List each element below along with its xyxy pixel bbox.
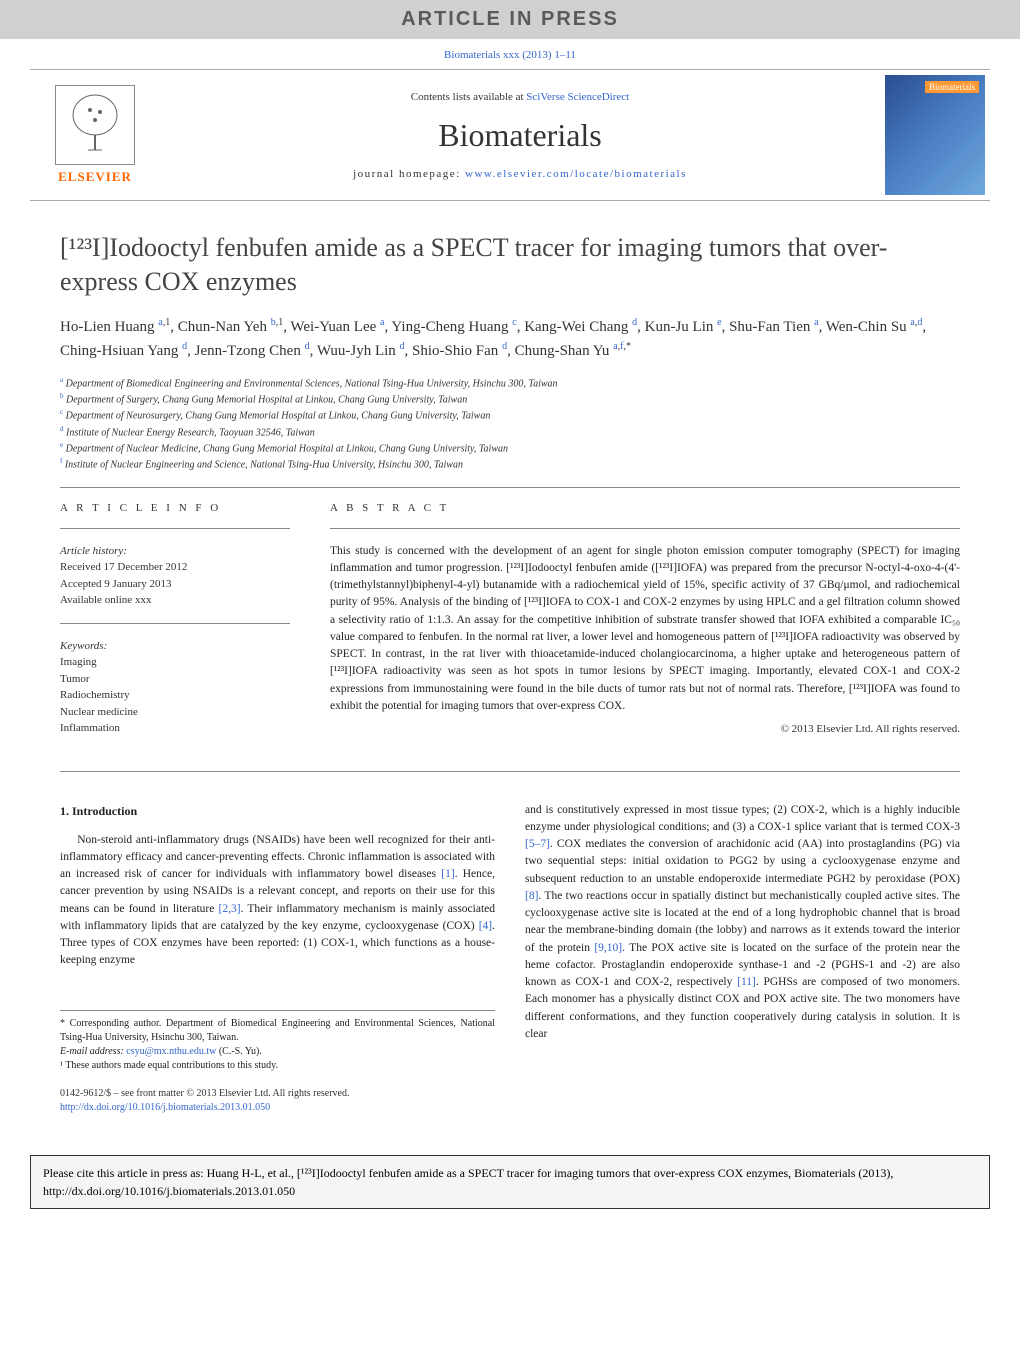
homepage-prefix: journal homepage:	[353, 168, 465, 180]
contents-available: Contents lists available at SciVerse Sci…	[411, 91, 629, 103]
header-center: Contents lists available at SciVerse Sci…	[160, 70, 880, 200]
doi-link[interactable]: http://dx.doi.org/10.1016/j.biomaterials…	[60, 1101, 495, 1115]
corresponding-author-note: * Corresponding author. Department of Bi…	[60, 1017, 495, 1045]
affiliation: e Department of Nuclear Medicine, Chang …	[60, 440, 960, 456]
section-divider	[60, 771, 960, 772]
section-divider	[60, 487, 960, 488]
journal-cover-thumbnail[interactable]: Biomaterials	[885, 75, 985, 195]
cover-label: Biomaterials	[925, 81, 979, 93]
citation-box: Please cite this article in press as: Hu…	[30, 1155, 990, 1209]
info-divider	[60, 528, 290, 529]
keyword: Nuclear medicine	[60, 704, 290, 721]
main-text-columns: 1. Introduction Non-steroid anti-inflamm…	[60, 802, 960, 1115]
email-label: E-mail address:	[60, 1046, 126, 1057]
article-body: [¹²³I]Iodooctyl fenbufen amide as a SPEC…	[0, 201, 1020, 1135]
front-matter-text: 0142-9612/$ – see front matter © 2013 El…	[60, 1087, 495, 1101]
main-column-right: and is constitutively expressed in most …	[525, 802, 960, 1115]
elsevier-tree-icon	[55, 85, 135, 165]
pagination-link[interactable]: Biomaterials xxx (2013) 1–11	[0, 39, 1020, 69]
journal-homepage: journal homepage: www.elsevier.com/locat…	[353, 168, 687, 180]
online-date: Available online xxx	[60, 592, 290, 609]
info-divider	[60, 623, 290, 624]
keywords-label: Keywords:	[60, 638, 290, 655]
article-in-press-banner: ARTICLE IN PRESS	[0, 0, 1020, 39]
abstract-text: This study is concerned with the develop…	[330, 543, 960, 716]
abstract-copyright: © 2013 Elsevier Ltd. All rights reserved…	[330, 723, 960, 735]
keyword: Radiochemistry	[60, 687, 290, 704]
elsevier-text: ELSEVIER	[58, 169, 132, 185]
article-info-column: A R T I C L E I N F O Article history: R…	[60, 502, 290, 751]
introduction-heading: 1. Introduction	[60, 802, 495, 820]
abstract-column: A B S T R A C T This study is concerned …	[330, 502, 960, 751]
history-label: Article history:	[60, 543, 290, 560]
keyword: Inflammation	[60, 720, 290, 737]
affiliation: b Department of Surgery, Chang Gung Memo…	[60, 391, 960, 407]
keywords-list: Imaging Tumor Radiochemistry Nuclear med…	[60, 654, 290, 737]
elsevier-logo[interactable]: ELSEVIER	[30, 70, 160, 200]
email-link[interactable]: csyu@mx.nthu.edu.tw	[126, 1046, 216, 1057]
equal-contribution-note: ¹ These authors made equal contributions…	[60, 1059, 495, 1073]
keyword: Tumor	[60, 671, 290, 688]
abstract-heading: A B S T R A C T	[330, 502, 960, 514]
affiliation: d Institute of Nuclear Energy Research, …	[60, 424, 960, 440]
journal-header: ELSEVIER Contents lists available at Sci…	[30, 69, 990, 201]
accepted-date: Accepted 9 January 2013	[60, 576, 290, 593]
received-date: Received 17 December 2012	[60, 559, 290, 576]
info-abstract-row: A R T I C L E I N F O Article history: R…	[60, 502, 960, 751]
journal-title: Biomaterials	[438, 117, 602, 154]
footnotes: * Corresponding author. Department of Bi…	[60, 1010, 495, 1115]
email-line: E-mail address: csyu@mx.nthu.edu.tw (C.-…	[60, 1045, 495, 1059]
contents-prefix: Contents lists available at	[411, 91, 526, 103]
affiliation: f Institute of Nuclear Engineering and S…	[60, 456, 960, 472]
sciencedirect-link[interactable]: SciVerse ScienceDirect	[526, 91, 629, 103]
affiliation: a Department of Biomedical Engineering a…	[60, 375, 960, 391]
intro-paragraph: Non-steroid anti-inflammatory drugs (NSA…	[60, 832, 495, 970]
affiliation: c Department of Neurosurgery, Chang Gung…	[60, 407, 960, 423]
homepage-link[interactable]: www.elsevier.com/locate/biomaterials	[465, 168, 687, 180]
main-column-left: 1. Introduction Non-steroid anti-inflamm…	[60, 802, 495, 1115]
article-title: [¹²³I]Iodooctyl fenbufen amide as a SPEC…	[60, 231, 960, 299]
article-info-heading: A R T I C L E I N F O	[60, 502, 290, 514]
keyword: Imaging	[60, 654, 290, 671]
intro-paragraph-cont: and is constitutively expressed in most …	[525, 802, 960, 1044]
keywords-block: Keywords: Imaging Tumor Radiochemistry N…	[60, 638, 290, 737]
abstract-divider	[330, 528, 960, 529]
author-list: Ho-Lien Huang a,1, Chun-Nan Yeh b,1, Wei…	[60, 315, 960, 363]
front-matter: 0142-9612/$ – see front matter © 2013 El…	[60, 1087, 495, 1115]
email-suffix: (C.-S. Yu).	[216, 1046, 261, 1057]
article-history: Article history: Received 17 December 20…	[60, 543, 290, 609]
affiliations: a Department of Biomedical Engineering a…	[60, 375, 960, 473]
